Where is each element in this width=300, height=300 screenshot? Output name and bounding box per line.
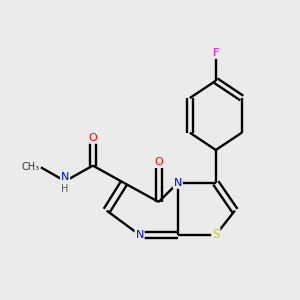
Text: N: N <box>135 230 144 240</box>
Text: O: O <box>88 133 97 143</box>
Text: F: F <box>213 48 219 58</box>
Text: CH₃: CH₃ <box>21 162 39 172</box>
Text: H: H <box>61 184 69 194</box>
Text: N: N <box>173 178 182 188</box>
Text: S: S <box>212 228 220 242</box>
Text: O: O <box>154 157 163 167</box>
Text: N: N <box>61 172 69 182</box>
